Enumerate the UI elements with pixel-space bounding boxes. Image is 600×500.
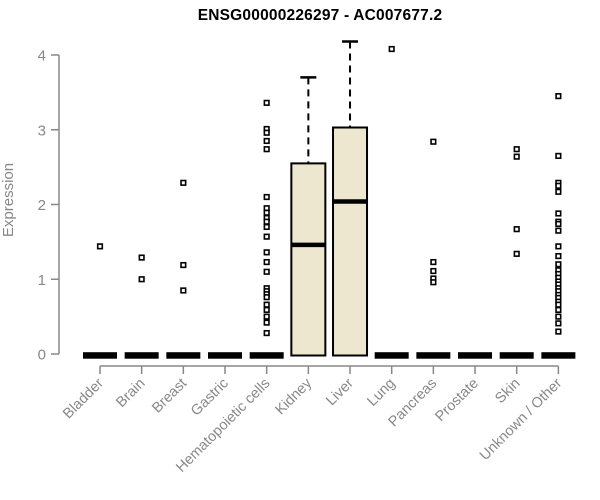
y-tick-label: 4 [38, 48, 46, 65]
outlier-point [555, 227, 562, 234]
outlier-point [263, 319, 270, 326]
collapsed-box [249, 352, 284, 359]
outlier-point [555, 152, 562, 160]
outlier-point [263, 146, 270, 153]
collapsed-box [83, 352, 117, 359]
outlier-point [513, 153, 520, 160]
outlier-point [555, 306, 562, 313]
x-tick-label: Skin [492, 376, 523, 407]
box [332, 126, 369, 357]
outlier-point [263, 329, 270, 337]
collapsed-box [208, 352, 243, 359]
y-tick-label: 0 [38, 347, 46, 364]
outlier-point [430, 258, 437, 266]
outlier-point [513, 226, 520, 233]
collapsed-box [374, 352, 409, 359]
outlier-point [263, 209, 270, 216]
outlier-point [555, 301, 562, 308]
outlier-point [263, 137, 270, 145]
y-tick-label: 1 [38, 272, 46, 289]
outlier-point [180, 179, 187, 186]
outlier-point [555, 182, 562, 189]
outlier-point [96, 243, 104, 250]
outlier-point [513, 146, 520, 153]
outlier-point [180, 261, 187, 269]
outlier-point [555, 328, 562, 335]
x-tick-label: Lung [364, 376, 398, 410]
collapsed-box [541, 352, 576, 359]
outlier-point [555, 252, 562, 260]
outlier-point [555, 313, 562, 320]
outlier-point [555, 210, 562, 217]
outlier-point [513, 250, 520, 257]
chart-title: ENSG00000226297 - AC007677.2 [197, 7, 443, 24]
outlier-point [263, 268, 270, 275]
outlier-point [430, 279, 437, 286]
y-axis-title: Expression [0, 163, 17, 237]
y-tick-label: 3 [38, 122, 46, 139]
outlier-point [430, 138, 437, 145]
outlier-point [263, 233, 270, 240]
outlier-point [263, 306, 270, 313]
outlier-point [263, 99, 270, 106]
x-tick-label: Prostate [432, 376, 481, 425]
outlier-point [263, 218, 270, 225]
outlier-point [555, 243, 562, 250]
outlier-point [263, 258, 270, 266]
outlier-point [555, 188, 562, 195]
outlier-point [263, 129, 270, 136]
outlier-point [555, 93, 562, 100]
collapsed-box [166, 352, 201, 359]
outlier-point [388, 45, 395, 53]
outlier-point [138, 254, 145, 261]
x-tick-label: Liver [323, 375, 357, 409]
x-tick-label: Brain [113, 376, 148, 411]
outlier-point [263, 223, 270, 231]
outlier-point [138, 276, 145, 283]
outlier-point [263, 294, 270, 301]
outlier-point [555, 220, 562, 228]
outlier-point [555, 320, 562, 327]
collapsed-box [124, 352, 159, 359]
outlier-point [430, 267, 437, 275]
x-tick-label: Kidney [273, 375, 316, 418]
outlier-point [180, 287, 187, 294]
outlier-point [555, 261, 562, 268]
outlier-point [263, 249, 270, 256]
collapsed-box [458, 352, 493, 359]
x-tick-label: Bladder [60, 375, 107, 422]
outlier-point [263, 193, 270, 201]
collapsed-box [499, 352, 534, 359]
collapsed-box [416, 352, 451, 359]
outlier-point [263, 301, 270, 308]
x-tick-label: Breast [149, 376, 190, 417]
box [290, 162, 327, 357]
y-tick-label: 2 [38, 197, 46, 214]
outlier-point [263, 313, 270, 320]
